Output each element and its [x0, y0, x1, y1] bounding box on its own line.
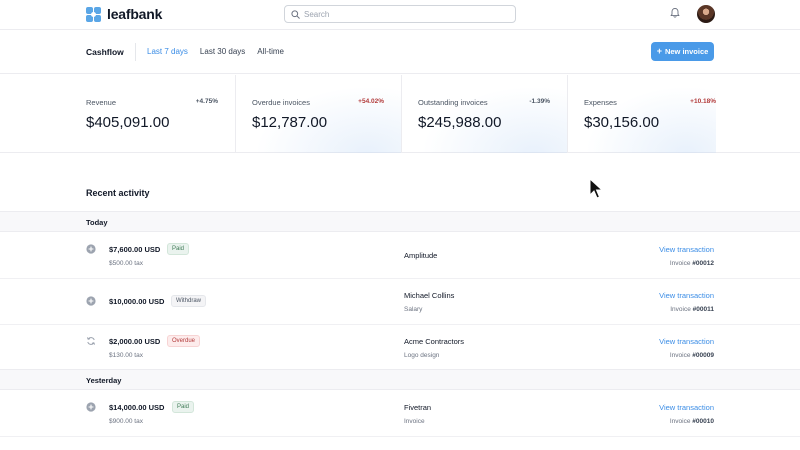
tab-last-7-days[interactable]: Last 7 days: [147, 47, 188, 56]
row-tax: $900.00 tax: [109, 418, 143, 425]
stat-delta: -1.39%: [529, 98, 550, 105]
recent-activity-title: Recent activity: [86, 188, 150, 198]
stats-panel: Revenue +4.75% $405,091.00 Overdue invoi…: [0, 75, 800, 153]
invoice-prefix: Invoice: [669, 260, 691, 267]
stat-label: Expenses: [584, 98, 617, 107]
stat-value: $12,787.00: [252, 114, 328, 131]
header-divider: [135, 43, 136, 61]
row-amount: $2,000.00 USD: [109, 337, 161, 346]
stat-delta: +10.18%: [690, 98, 716, 105]
invoice-number: #00012: [692, 260, 714, 267]
plus-circle-icon: [86, 244, 96, 254]
mouse-cursor-icon: [589, 178, 603, 199]
plus-circle-icon: [86, 296, 96, 306]
row-client: Fivetran: [404, 403, 432, 412]
page-title: Cashflow: [86, 47, 124, 57]
view-transaction-link[interactable]: View transaction: [659, 245, 714, 254]
search-icon: [291, 9, 300, 19]
row-client: Acme Contractors: [404, 337, 465, 346]
stat-value: $405,091.00: [86, 114, 170, 131]
status-badge: Paid: [167, 243, 190, 255]
stat-separator: [235, 75, 236, 153]
notifications-bell-icon[interactable]: [669, 7, 681, 19]
stat-revenue: Revenue +4.75% $405,091.00: [86, 75, 218, 153]
row-amount: $14,000.00 USD: [109, 403, 165, 412]
view-transaction-link[interactable]: View transaction: [659, 403, 714, 412]
new-invoice-label: New invoice: [664, 47, 709, 56]
row-invoice: Invoice #00009: [670, 352, 714, 359]
logo[interactable]: leafbank: [86, 6, 162, 22]
new-invoice-button[interactable]: + New invoice: [651, 42, 714, 61]
invoice-number: #00009: [692, 352, 714, 359]
stat-expenses: Expenses +10.18% $30,156.00: [568, 75, 716, 153]
group-label: Today: [86, 218, 108, 227]
row-amount: $7,600.00 USD: [109, 245, 161, 254]
stat-label: Outstanding invoices: [418, 98, 488, 107]
invoice-prefix: Invoice: [669, 352, 691, 359]
stat-value: $245,988.00: [418, 114, 502, 131]
group-label: Yesterday: [86, 376, 122, 385]
tab-all-time[interactable]: All-time: [257, 47, 284, 56]
invoice-number: #00011: [692, 306, 714, 313]
tab-last-30-days[interactable]: Last 30 days: [199, 47, 246, 56]
status-badge: Paid: [172, 401, 195, 413]
plus-icon: +: [656, 46, 662, 56]
view-transaction-link[interactable]: View transaction: [659, 337, 714, 346]
table-row[interactable]: $2,000.00 USD Overdue $130.00 tax Acme C…: [0, 325, 800, 371]
row-invoice: Invoice #00010: [670, 418, 714, 425]
stat-delta: +4.75%: [195, 98, 218, 105]
table-row[interactable]: $7,600.00 USD Paid $500.00 tax Amplitude…: [0, 233, 800, 279]
plus-circle-icon: [86, 402, 96, 412]
row-client-note: Salary: [404, 306, 423, 313]
stat-separator: [401, 75, 402, 153]
row-tax: $130.00 tax: [109, 352, 143, 359]
user-avatar[interactable]: [697, 5, 715, 23]
period-tabs: Last 7 days Last 30 days All-time: [147, 47, 284, 56]
row-client-note: Invoice: [404, 418, 425, 425]
stat-delta: +54.02%: [358, 98, 384, 105]
stat-value: $30,156.00: [584, 114, 660, 131]
top-header: leafbank: [0, 0, 800, 30]
leafbank-logo-icon: [86, 6, 101, 22]
row-invoice: Invoice #00011: [670, 306, 714, 313]
group-header-yesterday: Yesterday: [0, 369, 800, 390]
invoice-prefix: Invoice: [669, 418, 691, 425]
row-amount: $10,000.00 USD: [109, 297, 165, 306]
search-box[interactable]: [284, 5, 516, 23]
stat-overdue-invoices: Overdue invoices +54.02% $12,787.00: [236, 75, 401, 153]
group-header-today: Today: [0, 211, 800, 232]
cashflow-header: Cashflow Last 7 days Last 30 days All-ti…: [0, 31, 800, 74]
search-input[interactable]: [304, 9, 504, 19]
stat-separator: [567, 75, 568, 153]
status-badge: Overdue: [167, 335, 201, 347]
row-client: Amplitude: [404, 251, 438, 260]
row-invoice: Invoice #00012: [670, 260, 714, 267]
app-name: leafbank: [107, 6, 163, 22]
status-badge: Withdraw: [171, 295, 207, 307]
refresh-icon: [86, 337, 96, 345]
invoice-number: #00010: [692, 418, 714, 425]
row-client-note: Logo design: [404, 352, 440, 359]
table-row[interactable]: $14,000.00 USD Paid $900.00 tax Fivetran…: [0, 391, 800, 437]
stat-label: Revenue: [86, 98, 117, 107]
view-transaction-link[interactable]: View transaction: [659, 291, 714, 300]
stat-label: Overdue invoices: [252, 98, 310, 107]
row-client: Michael Collins: [404, 291, 455, 300]
table-row[interactable]: $10,000.00 USD Withdraw Michael Collins …: [0, 279, 800, 325]
row-tax: $500.00 tax: [109, 260, 143, 267]
stat-outstanding-invoices: Outstanding invoices -1.39% $245,988.00: [402, 75, 567, 153]
invoice-prefix: Invoice: [670, 306, 691, 313]
